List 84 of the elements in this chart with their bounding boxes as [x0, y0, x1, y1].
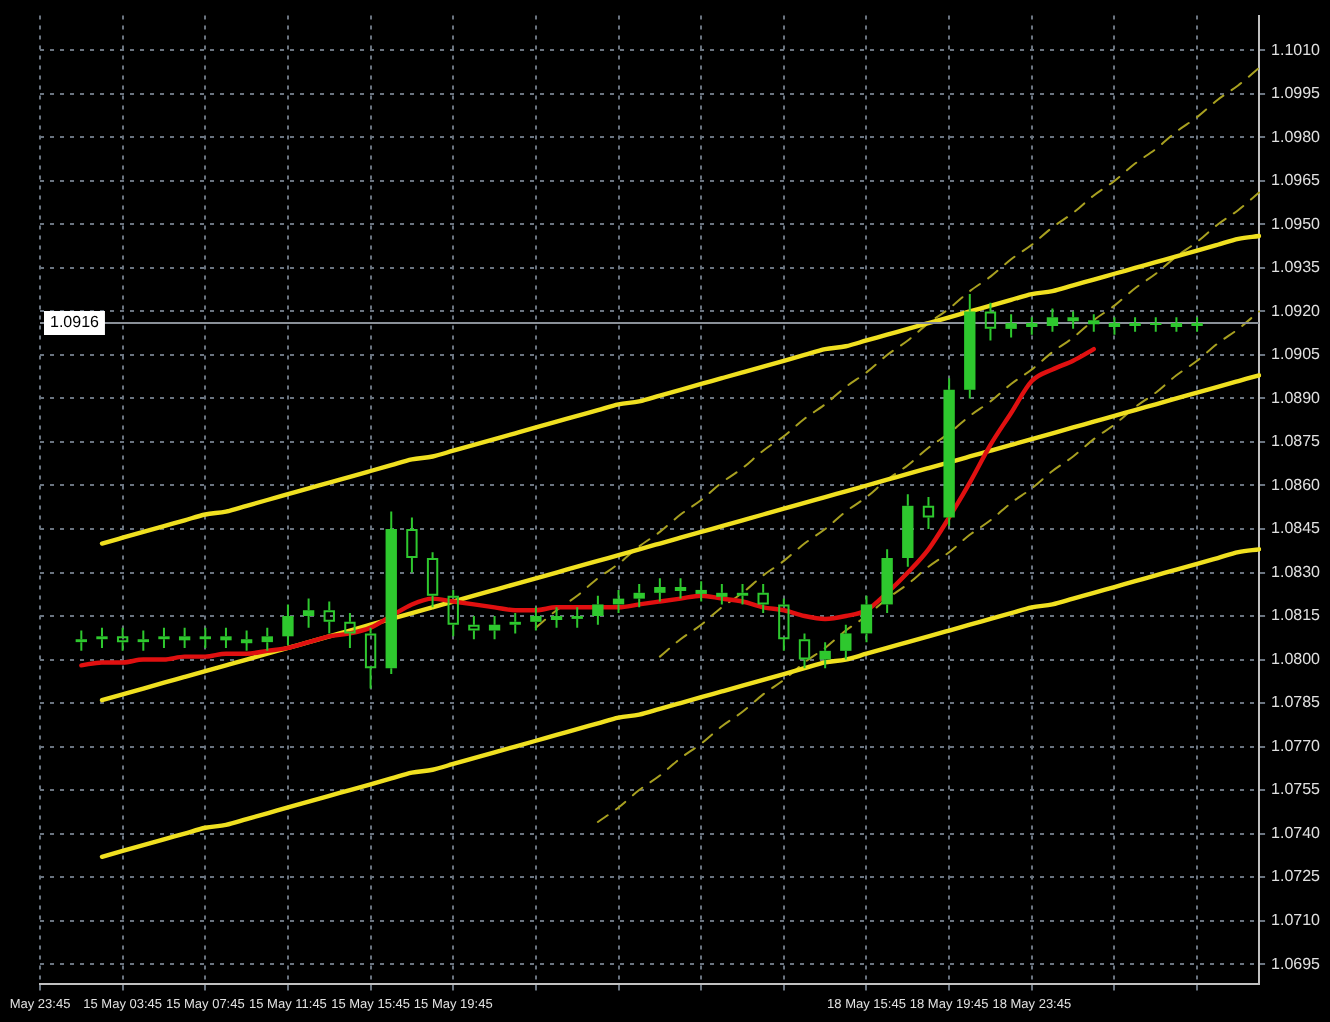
candlestick: [116, 626, 129, 652]
candlestick: [364, 626, 377, 690]
y-tick-label: 1.1010: [1271, 40, 1322, 59]
y-tick-label: 1.0845: [1271, 519, 1322, 538]
candlestick: [654, 577, 666, 603]
candlestick: [323, 600, 335, 635]
candlestick: [695, 580, 707, 603]
candlestick: [1170, 316, 1183, 333]
y-tick-label: 1.0785: [1271, 693, 1322, 712]
candlestick: [860, 594, 873, 644]
candlestick: [633, 583, 645, 609]
candlestick: [778, 597, 790, 652]
y-tick-label: 1.0755: [1271, 780, 1322, 799]
candlestick: [798, 632, 811, 670]
candlestick: [902, 493, 914, 568]
y-tick-label: 1.0770: [1271, 736, 1322, 755]
candlestick: [674, 577, 687, 600]
candlestick: [344, 612, 356, 649]
candlestick: [406, 516, 418, 574]
candlestick: [592, 594, 604, 626]
y-tick-label: 1.0920: [1271, 301, 1322, 320]
candlestick: [302, 597, 315, 629]
y-tick-label: 1.0950: [1271, 214, 1322, 233]
y-tick-label: 1.0830: [1271, 562, 1322, 581]
candlestick: [736, 583, 749, 606]
ref-line-label: 1.0916: [50, 313, 101, 332]
candlestick: [1191, 316, 1203, 333]
y-tick-label: 1.0890: [1271, 388, 1322, 407]
candlestick: [1108, 316, 1121, 336]
candlestick: [881, 548, 893, 615]
candlestick: [943, 377, 955, 528]
candlestick: [220, 626, 232, 649]
candlestick: [282, 603, 294, 647]
candlestick: [757, 583, 769, 615]
line-series: [99, 233, 1262, 546]
y-tick-label: 1.0740: [1271, 823, 1322, 842]
candlestick: [1067, 310, 1079, 330]
y-tick-label: 1.0995: [1271, 84, 1322, 103]
y-tick-label: 1.0695: [1271, 954, 1322, 973]
candlestick: [199, 626, 211, 649]
candlestick: [819, 641, 831, 670]
line-series: [534, 66, 1261, 629]
candlestick: [261, 626, 273, 652]
candlestick: [1046, 307, 1059, 333]
candlestick: [840, 623, 852, 661]
y-tick-label: 1.0725: [1271, 867, 1322, 886]
candlestick: [1150, 316, 1162, 333]
candlestick: [447, 588, 459, 638]
candlestick: [468, 615, 480, 641]
y-tick-label: 1.0980: [1271, 127, 1322, 146]
y-tick-label: 1.0965: [1271, 171, 1322, 190]
line-series: [99, 547, 1262, 859]
candlestick: [984, 301, 997, 342]
candlestick: [1129, 316, 1141, 333]
candlestick: [178, 626, 191, 649]
candlestick: [922, 496, 935, 531]
y-tick-label: 1.0935: [1271, 258, 1322, 277]
candlestick: [509, 612, 521, 635]
y-tick-label: 1.0860: [1271, 475, 1322, 494]
y-tick-label: 1.0800: [1271, 649, 1322, 668]
candlestick: [530, 606, 542, 632]
line-series: [596, 310, 1261, 823]
y-tick-label: 1.0875: [1271, 432, 1322, 451]
candlestick: [488, 615, 501, 641]
candlestick: [1005, 313, 1017, 339]
candlestick: [964, 293, 976, 400]
candlestick: [1026, 316, 1038, 336]
candlestick: [158, 626, 170, 649]
candlestick: [550, 606, 563, 629]
y-tick-label: 1.0905: [1271, 345, 1322, 364]
line-series: [99, 373, 1262, 703]
line-series: [658, 191, 1261, 658]
candlestick: [240, 629, 253, 652]
candlestick: [716, 583, 728, 606]
y-tick-label: 1.0710: [1271, 910, 1322, 929]
candlestick: [75, 629, 88, 652]
candlestick: [571, 606, 583, 629]
candlestick: [1088, 313, 1100, 333]
candlestick: [385, 510, 397, 676]
candlestick: [426, 551, 439, 609]
y-tick-label: 1.0815: [1271, 606, 1322, 625]
candlestick: [96, 626, 108, 649]
candlestick: [137, 629, 149, 652]
line-series: [79, 346, 1096, 668]
